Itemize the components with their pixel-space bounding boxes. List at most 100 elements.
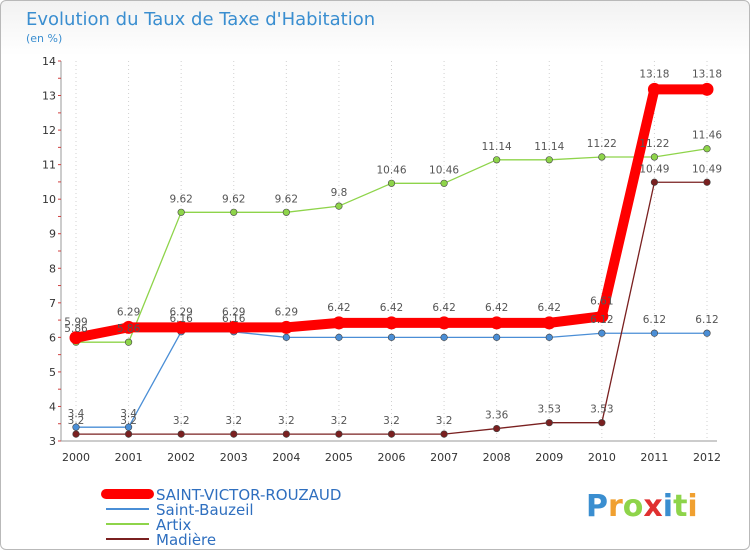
data-point (700, 82, 714, 96)
data-point (440, 333, 448, 341)
data-point (282, 333, 290, 341)
logo-letter: t (673, 489, 687, 524)
data-point (174, 320, 188, 334)
y-tick-label: 4 (49, 400, 56, 413)
data-point (69, 331, 83, 345)
data-point (650, 153, 659, 161)
data-point (703, 329, 711, 337)
data-point (387, 179, 396, 187)
data-point (440, 179, 448, 187)
data-point (703, 145, 711, 153)
data-label: 6.42 (432, 302, 455, 314)
data-label: 6.29 (222, 306, 245, 318)
data-label: 9.62 (222, 193, 245, 205)
data-point (545, 333, 553, 341)
x-tick-label: 2002 (167, 451, 195, 464)
chart-data-labels: 5.99 6.29 6.29 6.29 6.29 6.42 6.42 6.42 6.42 6.42… (64, 68, 722, 427)
data-point (227, 320, 241, 334)
data-label: 9.62 (169, 193, 192, 205)
data-point (124, 423, 133, 431)
y-tick-label: 5 (49, 366, 56, 379)
proxiti-logo: Proxiti (586, 489, 698, 524)
data-label: 13.18 (639, 68, 669, 80)
logo-letter: r (608, 489, 623, 524)
x-tick-label: 2011 (640, 451, 668, 464)
data-point (230, 430, 238, 438)
x-tick-label: 2007 (430, 451, 458, 464)
data-label: 6.12 (695, 314, 718, 326)
y-tick-label: 14 (42, 55, 56, 68)
data-point (595, 309, 609, 323)
data-label: 11.22 (639, 138, 669, 150)
data-point (703, 178, 711, 186)
y-tick-label: 13 (42, 90, 56, 103)
y-tick-label: 9 (49, 228, 56, 241)
data-point (650, 178, 659, 186)
data-point (335, 202, 343, 210)
data-label: 6.16 (222, 313, 246, 325)
data-point (437, 316, 451, 330)
data-label: 3.2 (383, 415, 400, 427)
data-point (332, 316, 346, 330)
data-point (387, 430, 396, 438)
data-label: 3.2 (436, 415, 453, 427)
data-label: 3.2 (120, 415, 137, 427)
data-label: 10.49 (639, 163, 669, 175)
data-point (335, 430, 343, 438)
data-label: 10.49 (692, 163, 722, 175)
data-label: 6.29 (169, 306, 192, 318)
data-label: 6.29 (117, 306, 140, 318)
x-tick-label: 2004 (272, 451, 300, 464)
data-point (124, 430, 133, 438)
logo-letter: i (687, 489, 697, 524)
y-tick-label: 8 (49, 262, 56, 275)
data-point (124, 338, 133, 346)
data-label: 10.46 (376, 164, 406, 176)
logo-letter: o (623, 489, 644, 524)
chart-subtitle: (en %) (26, 32, 62, 45)
data-point (493, 156, 501, 164)
data-label: 6.61 (590, 295, 613, 307)
data-label: 3.2 (173, 415, 190, 427)
x-tick-label: 2003 (220, 451, 248, 464)
legend-label: Artix (156, 516, 191, 534)
chart-axes: 3 4 5 6 7 8 9 10 11 12 13 14 2000 2001 2002 2003 2004 200… (42, 55, 721, 464)
x-tick-label: 2001 (115, 451, 143, 464)
data-label: 5.86 (117, 323, 141, 335)
chart-legend: SAINT-VICTOR-ROUZAUDSaint-BauzeilArtixMa… (101, 486, 341, 549)
data-point (230, 208, 238, 216)
data-point (387, 333, 396, 341)
data-point (650, 329, 659, 337)
data-label: 9.8 (331, 187, 348, 199)
data-label: 3.4 (68, 408, 85, 420)
data-label: 5.86 (64, 323, 88, 335)
data-point (545, 419, 553, 427)
data-label: 3.4 (120, 408, 137, 420)
data-label: 13.18 (692, 68, 722, 80)
y-tick-label: 3 (49, 435, 56, 448)
x-tick-label: 2012 (693, 451, 721, 464)
data-label: 9.62 (275, 193, 298, 205)
x-tick-label: 2000 (62, 451, 90, 464)
data-point (72, 430, 80, 438)
data-label: 5.99 (64, 317, 87, 329)
data-label: 11.14 (534, 141, 564, 153)
data-label: 3.36 (485, 410, 509, 422)
data-label: 6.42 (485, 302, 508, 314)
data-point (545, 156, 553, 164)
y-tick-label: 11 (42, 159, 56, 172)
legend-label: Saint-Bauzeil (156, 501, 254, 519)
data-point (335, 333, 343, 341)
data-point (177, 430, 185, 438)
data-label: 6.12 (590, 314, 613, 326)
y-tick-label: 7 (49, 297, 56, 310)
data-point (177, 208, 185, 216)
x-tick-label: 2005 (325, 451, 353, 464)
data-label: 3.2 (331, 415, 348, 427)
logo-letter: P (586, 489, 608, 524)
data-point (647, 82, 661, 96)
data-label: 3.2 (225, 415, 242, 427)
logo-letter: i (663, 489, 673, 524)
data-label: 6.42 (538, 302, 561, 314)
